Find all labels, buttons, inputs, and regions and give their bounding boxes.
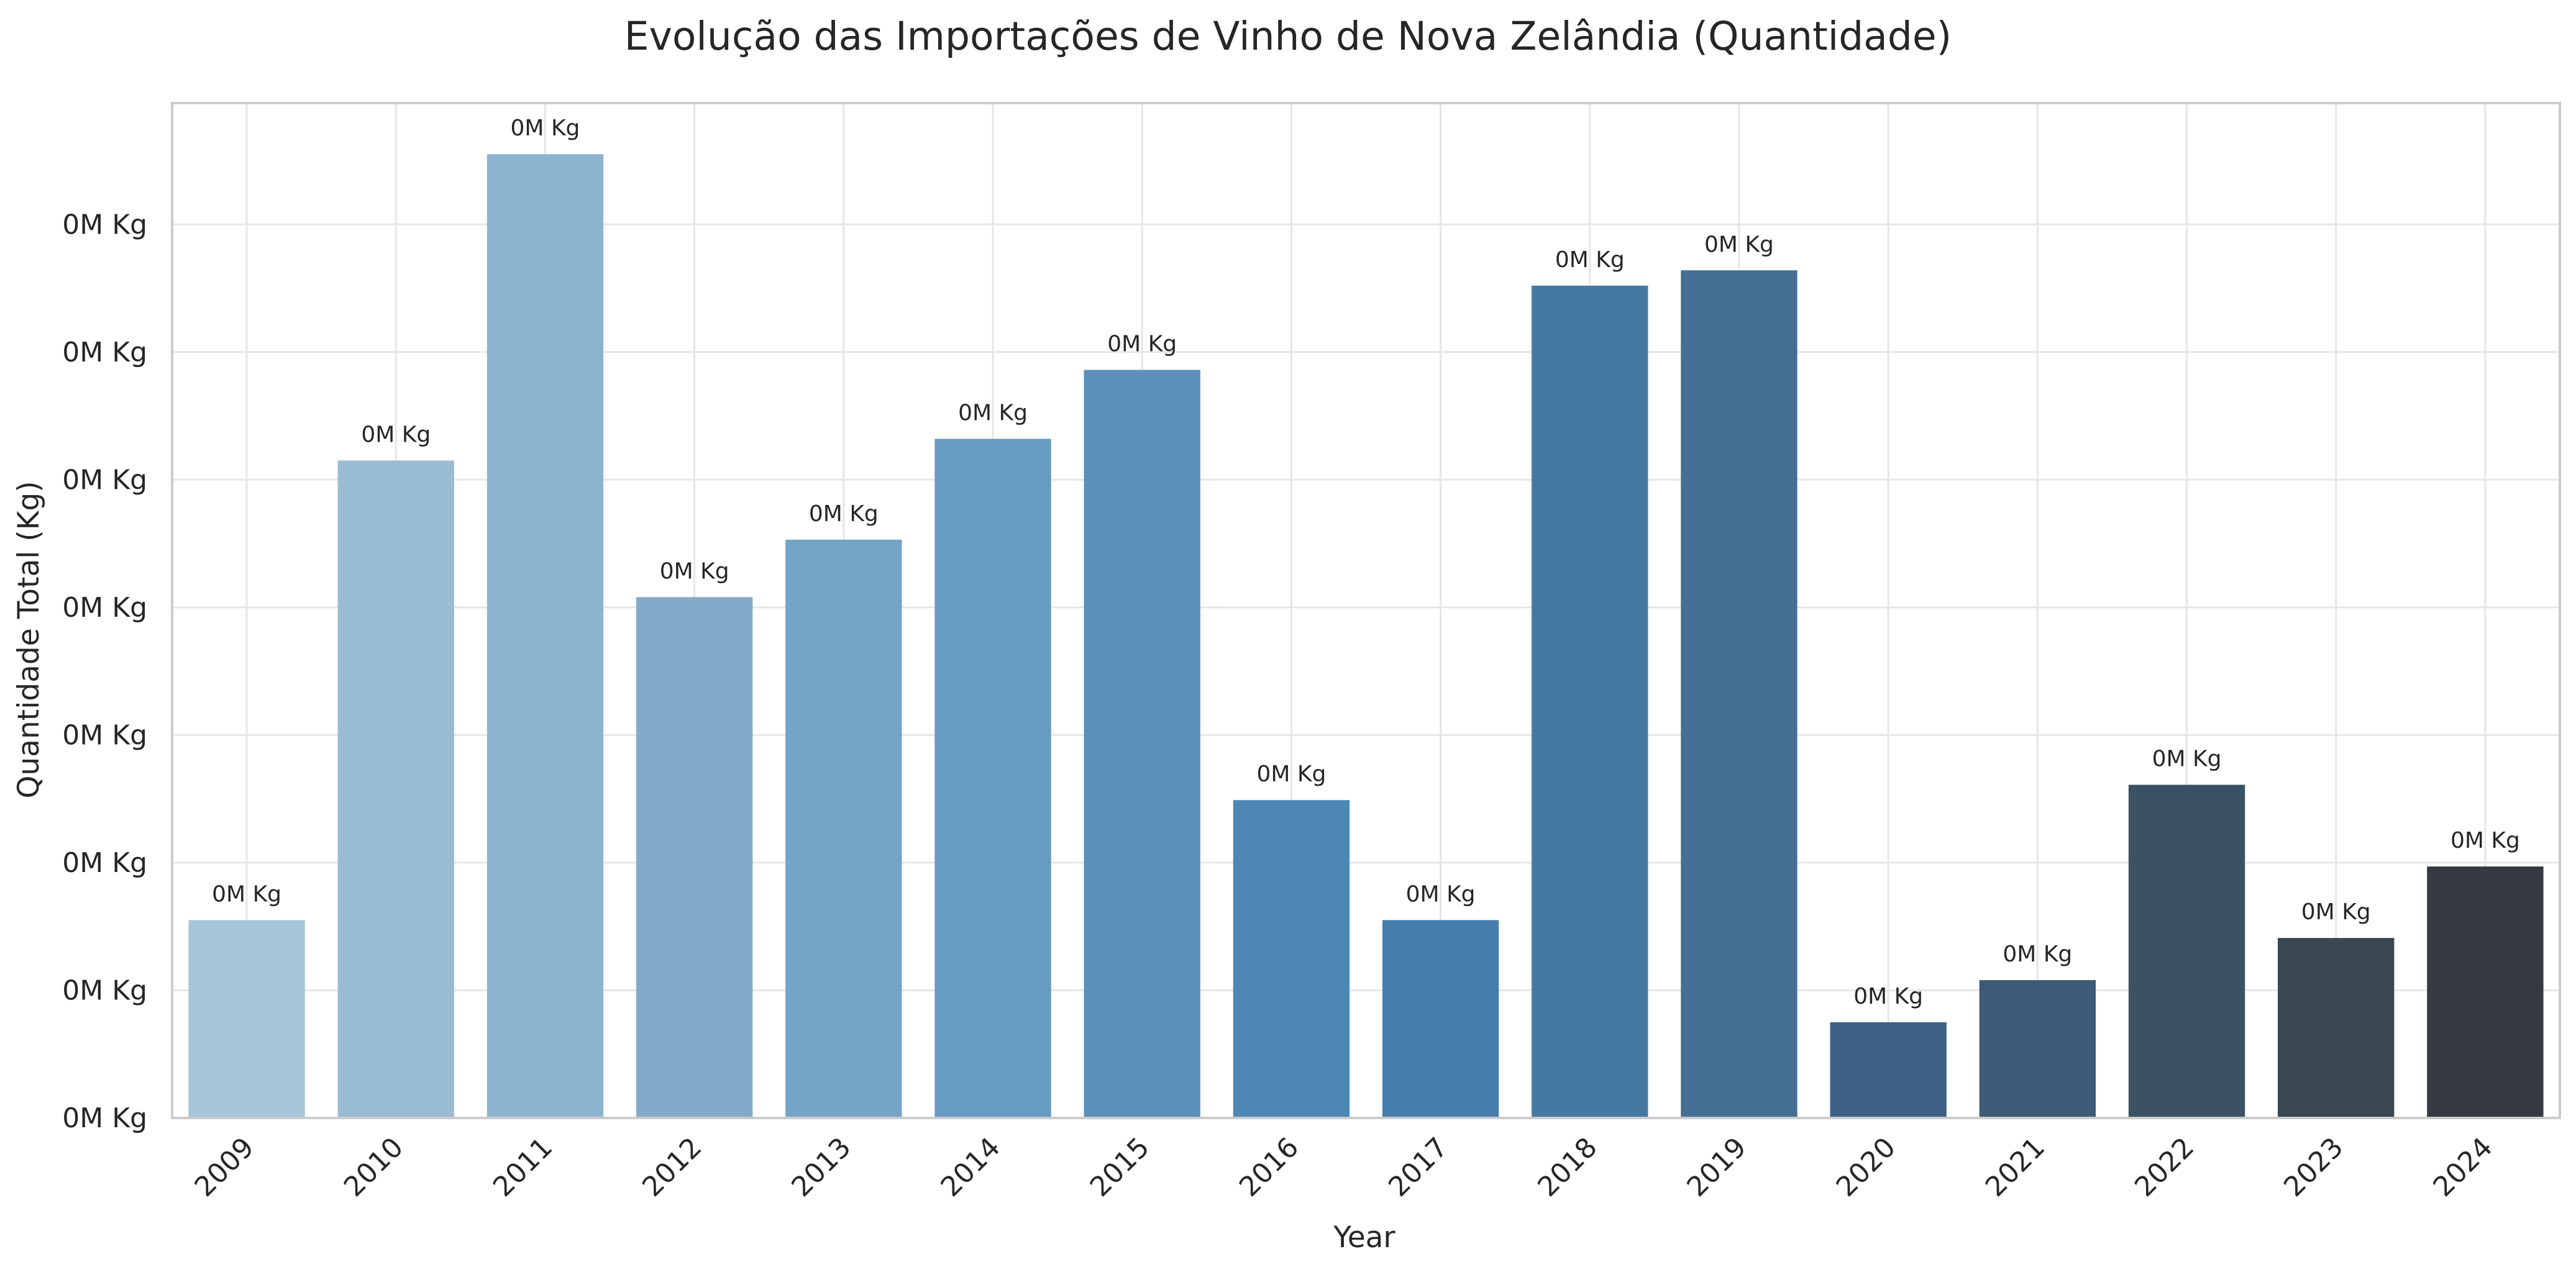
x-tick-label: 2022 xyxy=(2129,1132,2200,1203)
bar-2020 xyxy=(1830,1022,1947,1118)
y-tick-label: 0M Kg xyxy=(62,592,147,624)
bar-2015 xyxy=(1084,370,1200,1118)
y-tick-label: 0M Kg xyxy=(62,719,147,751)
x-tick-label: 2009 xyxy=(189,1132,260,1203)
y-tick-label: 0M Kg xyxy=(62,209,147,240)
bar-value-label: 0M Kg xyxy=(2003,942,2072,967)
x-tick-label: 2010 xyxy=(338,1132,409,1203)
x-tick-label: 2023 xyxy=(2278,1132,2349,1203)
x-axis-label: Year xyxy=(1333,1220,1395,1255)
bar-value-label: 0M Kg xyxy=(660,558,729,584)
bar-value-label: 0M Kg xyxy=(2301,899,2371,925)
bar-value-label: 0M Kg xyxy=(1256,761,1326,787)
x-tick-label: 2015 xyxy=(1084,1132,1156,1203)
bar-value-label: 0M Kg xyxy=(1853,984,1923,1009)
bar-2013 xyxy=(785,539,902,1118)
bar-2017 xyxy=(1382,920,1499,1118)
plot-frame xyxy=(171,102,2561,1119)
bar-2019 xyxy=(1681,270,1797,1119)
x-tick-label: 2021 xyxy=(1980,1132,2051,1203)
bar-value-label: 0M Kg xyxy=(361,422,431,447)
bar-2014 xyxy=(934,438,1051,1119)
bar-2022 xyxy=(2128,784,2245,1118)
x-tick-label: 2018 xyxy=(1532,1132,1603,1203)
x-tick-label: 2011 xyxy=(487,1132,559,1203)
bar-2024 xyxy=(2427,866,2544,1118)
chart-title: Evolução das Importações de Vinho de Nov… xyxy=(624,14,1952,59)
x-tick-label: 2020 xyxy=(1830,1132,1902,1203)
y-tick-label: 0M Kg xyxy=(62,464,147,496)
bars xyxy=(188,154,2544,1119)
bar-value-label: 0M Kg xyxy=(511,116,580,141)
bar-value-label: 0M Kg xyxy=(1555,247,1625,273)
y-axis-ticks: 0M Kg 0M Kg 0M Kg 0M Kg 0M Kg 0M Kg 0M Kg 0M Kg xyxy=(62,209,147,1134)
bar-2010 xyxy=(337,460,454,1118)
y-tick-label: 0M Kg xyxy=(62,974,147,1006)
y-tick-label: 0M Kg xyxy=(62,337,147,368)
bar-value-label: 0M Kg xyxy=(958,401,1028,426)
bar-2009 xyxy=(188,920,305,1118)
y-tick-label: 0M Kg xyxy=(62,1102,147,1134)
x-tick-label: 2012 xyxy=(636,1132,708,1203)
bar-value-label: 0M Kg xyxy=(809,501,879,527)
bar-2012 xyxy=(636,597,753,1118)
bar-value-label: 0M Kg xyxy=(2152,747,2222,772)
x-tick-label: 2013 xyxy=(785,1132,857,1203)
bar-2011 xyxy=(486,154,604,1118)
y-axis-label: Quantidade Total (Kg) xyxy=(12,481,46,798)
bar-value-label: 0M Kg xyxy=(1704,232,1774,257)
x-tick-label: 2017 xyxy=(1382,1132,1454,1203)
bar-value-label: 0M Kg xyxy=(2450,828,2520,853)
x-tick-label: 2016 xyxy=(1233,1132,1305,1203)
bar-value-label: 0M Kg xyxy=(212,881,281,907)
y-tick-label: 0M Kg xyxy=(62,847,147,879)
x-tick-label: 2014 xyxy=(935,1132,1007,1203)
x-tick-label: 2019 xyxy=(1681,1132,1752,1203)
bar-value-label: 0M Kg xyxy=(1107,332,1177,357)
bar-labels: 0M Kg 0M Kg 0M Kg 0M Kg 0M Kg 0M Kg 0M Kg 0M Kg… xyxy=(212,116,2520,1009)
bar-2018 xyxy=(1532,285,1648,1119)
bar-2016 xyxy=(1233,800,1350,1118)
bar-2023 xyxy=(2278,938,2395,1118)
x-axis-ticks: 2009 2010 2011 2012 2013 2014 2015 2016 2017 2018… xyxy=(189,1132,2499,1203)
bar-2021 xyxy=(1979,980,2096,1118)
bar-value-label: 0M Kg xyxy=(1406,881,1476,907)
x-tick-label: 2024 xyxy=(2427,1132,2498,1203)
